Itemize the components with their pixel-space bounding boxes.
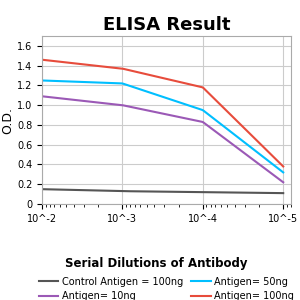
Antigen= 50ng [104,81,108,85]
Control Antigen = 100ng [281,191,285,195]
Control Antigen = 100ng [269,191,273,195]
Antigen= 10ng [269,171,273,175]
Antigen= 10ng [104,102,108,105]
Line: Antigen= 50ng: Antigen= 50ng [42,80,283,172]
Line: Control Antigen = 100ng: Control Antigen = 100ng [42,189,283,193]
Y-axis label: O.D.: O.D. [1,106,14,134]
Antigen= 50ng [261,154,264,158]
Line: Antigen= 100ng: Antigen= 100ng [42,60,283,166]
Legend: Control Antigen = 100ng, Antigen= 10ng, Antigen= 50ng, Antigen= 100ng: Control Antigen = 100ng, Antigen= 10ng, … [35,273,298,300]
Antigen= 10ng [261,165,264,169]
Text: Serial Dilutions of Antibody: Serial Dilutions of Antibody [65,257,247,270]
Antigen= 50ng [55,79,58,83]
Antigen= 100ng [55,59,58,63]
Antigen= 10ng [281,181,285,184]
Antigen= 50ng [40,79,44,82]
Antigen= 50ng [269,161,273,165]
Antigen= 10ng [50,96,53,99]
Antigen= 100ng [104,65,108,69]
Antigen= 10ng [40,94,44,98]
Antigen= 10ng [55,96,58,100]
Antigen= 50ng [50,79,53,83]
Antigen= 100ng [261,144,264,148]
Antigen= 50ng [281,171,285,174]
Title: ELISA Result: ELISA Result [103,16,230,34]
Antigen= 10ng [85,99,88,103]
Antigen= 100ng [50,59,53,63]
Antigen= 100ng [40,58,44,61]
Control Antigen = 100ng [50,188,53,191]
Line: Antigen= 10ng: Antigen= 10ng [42,96,283,182]
Antigen= 100ng [281,165,285,168]
Control Antigen = 100ng [261,191,264,195]
Antigen= 100ng [85,63,88,67]
Control Antigen = 100ng [85,188,88,192]
Control Antigen = 100ng [104,189,108,193]
Control Antigen = 100ng [55,188,58,191]
Control Antigen = 100ng [40,188,44,191]
Antigen= 50ng [85,80,88,84]
Antigen= 100ng [269,153,273,156]
